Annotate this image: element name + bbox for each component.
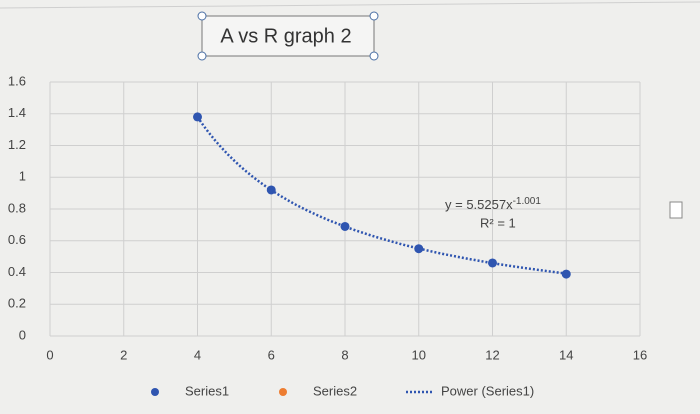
legend-marker: [151, 388, 159, 396]
y-tick-label: 0: [19, 327, 26, 342]
chart-title: A vs R graph 2: [220, 25, 351, 47]
y-tick-label: 0.4: [8, 264, 26, 279]
data-point: [414, 244, 424, 254]
legend-label: Series1: [185, 383, 229, 398]
y-tick-label: 1.2: [8, 137, 26, 152]
data-point: [340, 221, 350, 231]
resize-handle[interactable]: [669, 201, 683, 219]
data-point: [561, 269, 571, 279]
legend-label: Power (Series1): [441, 383, 534, 398]
x-tick-label: 12: [485, 347, 499, 362]
y-tick-label: 0.6: [8, 232, 26, 247]
x-tick-label: 16: [633, 347, 647, 362]
trendline-equation: y = 5.5257x-1.001: [445, 196, 541, 213]
data-point: [488, 258, 497, 268]
x-tick-label: 10: [412, 347, 426, 362]
r-squared: R² = 1: [480, 215, 516, 230]
y-tick-label: 0.2: [8, 296, 26, 311]
y-tick-label: 1.4: [8, 105, 26, 120]
data-point: [193, 112, 202, 122]
x-tick-label: 2: [120, 347, 127, 362]
x-tick-label: 8: [341, 347, 348, 362]
equation-exponent: -1.001: [513, 196, 542, 207]
trendline: [196, 116, 567, 275]
sheet-edge: [0, 1, 700, 9]
x-tick-label: 14: [559, 347, 573, 362]
resize-handle[interactable]: [369, 51, 379, 61]
y-tick-label: 1.6: [8, 73, 26, 88]
data-point: [266, 185, 276, 195]
x-tick-label: 0: [46, 347, 53, 362]
resize-handle[interactable]: [197, 51, 207, 61]
legend-marker: [279, 388, 287, 396]
legend-label: Series2: [313, 383, 357, 398]
x-tick-label: 6: [268, 347, 275, 362]
title-box[interactable]: [201, 15, 375, 57]
x-tick-label: 4: [194, 347, 201, 362]
resize-handle[interactable]: [369, 11, 379, 21]
y-tick-label: 1: [19, 169, 26, 184]
equation-base: y = 5.5257x: [445, 197, 513, 212]
y-tick-label: 0.8: [8, 200, 26, 215]
resize-handle[interactable]: [197, 11, 207, 21]
